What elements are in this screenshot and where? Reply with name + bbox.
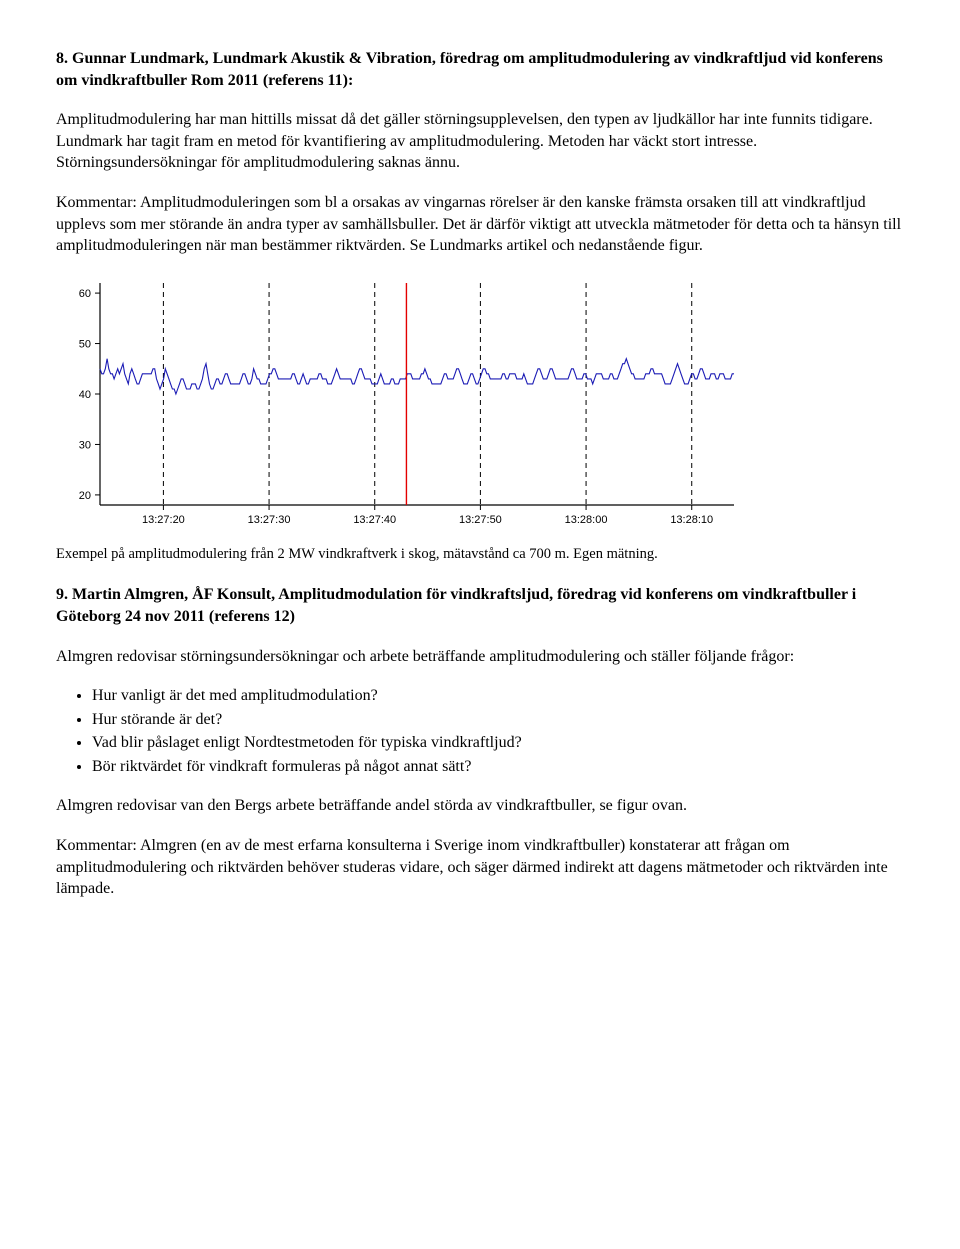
svg-text:30: 30 (79, 439, 91, 451)
svg-text:13:28:00: 13:28:00 (565, 514, 608, 526)
svg-text:13:28:10: 13:28:10 (670, 514, 713, 526)
svg-text:13:27:30: 13:27:30 (248, 514, 291, 526)
section-8-para-2: Kommentar: Amplitudmoduleringen som bl a… (56, 192, 904, 257)
question-list-item: Hur störande är det? (92, 709, 904, 731)
svg-text:13:27:50: 13:27:50 (459, 514, 502, 526)
question-list-item: Bör riktvärdet för vindkraft formuleras … (92, 756, 904, 778)
section-9-para-3: Kommentar: Almgren (en av de mest erfarn… (56, 835, 904, 900)
svg-text:60: 60 (79, 288, 91, 300)
question-list-item: Hur vanligt är det med amplitudmodulatio… (92, 685, 904, 707)
section-8-para-1: Amplitudmodulering har man hittills miss… (56, 109, 904, 174)
question-list-item: Vad blir påslaget enligt Nordtestmetoden… (92, 732, 904, 754)
section-8-title: 8. Gunnar Lundmark, Lundmark Akustik & V… (56, 50, 883, 89)
section-9-title: 9. Martin Almgren, ÅF Konsult, Amplitudm… (56, 586, 856, 625)
section-9-para-2: Almgren redovisar van den Bergs arbete b… (56, 795, 904, 817)
section-9-para-1: Almgren redovisar störningsundersökninga… (56, 646, 904, 668)
svg-text:13:27:40: 13:27:40 (353, 514, 396, 526)
amplitude-chart-svg: 20 30 40 50 60 13:27:20 13:27:30 13:27:40 13:27:… (56, 275, 746, 535)
chart-caption: Exempel på amplitudmodulering från 2 MW … (56, 545, 904, 565)
section-8-heading: 8. Gunnar Lundmark, Lundmark Akustik & V… (56, 48, 904, 91)
svg-text:40: 40 (79, 389, 91, 401)
section-9-heading: 9. Martin Almgren, ÅF Konsult, Amplitudm… (56, 584, 904, 627)
amplitude-chart: 20 30 40 50 60 13:27:20 13:27:30 13:27:40 13:27:… (56, 275, 904, 535)
svg-text:20: 20 (79, 490, 91, 502)
svg-text:50: 50 (79, 338, 91, 350)
question-list: Hur vanligt är det med amplitudmodulatio… (56, 685, 904, 777)
svg-text:13:27:20: 13:27:20 (142, 514, 185, 526)
